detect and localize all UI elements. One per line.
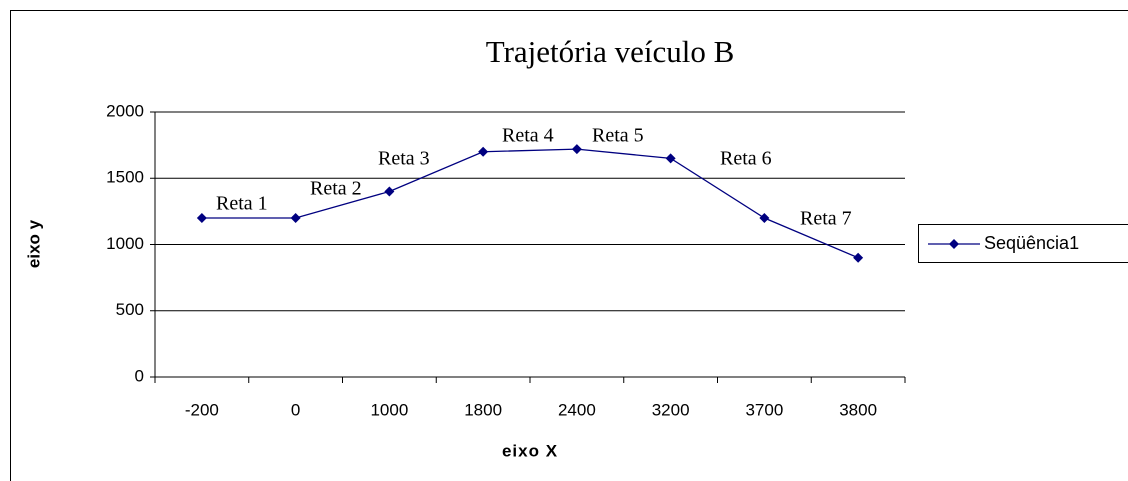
x-tick-label: 2400 [558, 400, 596, 419]
annotation: Reta 5 [592, 125, 644, 147]
legend-marker [949, 239, 959, 249]
x-tick-label: 3800 [839, 400, 877, 419]
data-point [290, 213, 301, 223]
y-tick-label: 500 [116, 300, 144, 319]
x-tick-label: 1000 [370, 400, 408, 419]
y-tick-label: 1000 [106, 234, 144, 253]
x-tick-label: 0 [291, 400, 300, 419]
data-point [478, 146, 489, 157]
data-point [571, 144, 582, 155]
y-tick-label: 0 [135, 366, 144, 385]
annotation: Reta 1 [216, 193, 268, 215]
y-tick-label: 2000 [106, 101, 144, 120]
x-tick-label: 1800 [464, 400, 502, 419]
data-point [665, 153, 676, 164]
annotation: Reta 2 [310, 178, 362, 200]
data-point [853, 252, 864, 263]
data-point [759, 213, 770, 223]
legend-label: Seqüência1 [984, 233, 1079, 253]
x-tick-label: 3700 [745, 400, 783, 419]
y-tick-label: 1500 [106, 168, 144, 187]
x-axis-label: eixo X [502, 441, 558, 460]
x-tick-label: -200 [185, 400, 219, 419]
y-axis-label: eixo y [24, 219, 43, 268]
data-point [196, 213, 207, 223]
data-point [384, 186, 395, 197]
x-tick-label: 3200 [652, 400, 690, 419]
annotation: Reta 4 [502, 125, 554, 147]
annotation: Reta 7 [800, 208, 852, 230]
annotation: Reta 3 [378, 148, 430, 170]
series-line [201, 148, 859, 259]
annotation: Reta 6 [720, 148, 772, 170]
chart-title: Trajetória veículo B [486, 34, 735, 69]
